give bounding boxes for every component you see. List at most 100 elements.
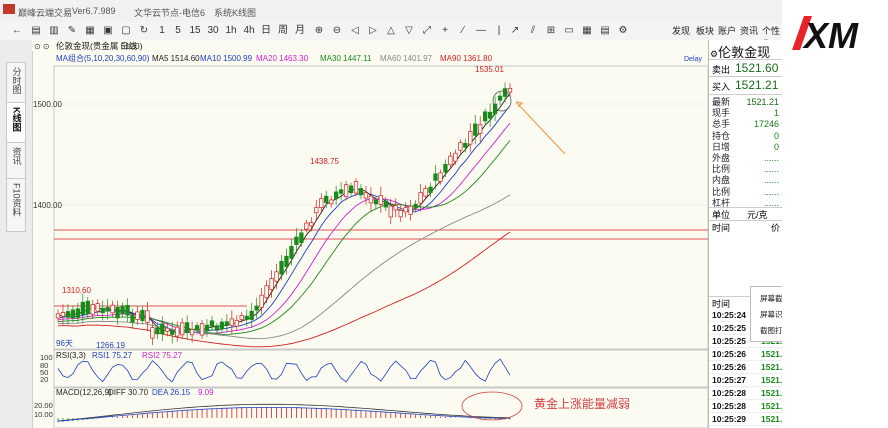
candle-body	[309, 222, 314, 227]
quote-panel: ⚙伦敦金现 卖出 1521.60 买入 1521.21 最新 1521.21 现手 1…	[708, 40, 782, 428]
zoom-out-icon[interactable]: ⊖	[332, 25, 342, 36]
full-screen-icon[interactable]: ⤢	[423, 25, 431, 36]
candle-body	[408, 205, 413, 215]
price-panel-frame	[53, 65, 708, 350]
tab-news[interactable]: 资讯	[6, 142, 26, 182]
horizontal-line-icon[interactable]: —	[476, 25, 486, 36]
sell-row[interactable]: 卖出 1521.60	[709, 59, 782, 77]
rsi2-value: RSI2 75.27	[142, 351, 183, 360]
quote-stat-row: 外盘......	[712, 152, 782, 164]
context-menu[interactable]: 屏幕截 屏幕识 截图打	[750, 286, 782, 342]
kline-chart-svg[interactable]: ⊙ ⊙ 伦敦金现(贵金属 5120) 日线 MA组合(5,10,20,30,60…	[32, 40, 708, 428]
candle-body	[353, 181, 359, 194]
vertical-line-icon[interactable]: |	[497, 25, 501, 36]
tick-time: 10:25:25	[712, 323, 747, 333]
menu-screenshot-print[interactable]: 截图打	[760, 326, 782, 335]
candle-body	[478, 124, 483, 134]
tick-price: 1521.	[761, 362, 782, 372]
cross-icon[interactable]: +	[442, 25, 448, 36]
quote-stat-row: 比例......	[712, 163, 782, 175]
menu-screenshot[interactable]: 屏幕截	[760, 294, 782, 303]
chart-settings-icon[interactable]: ⊙ ⊙	[34, 42, 50, 51]
ray-icon[interactable]: ↗	[510, 25, 520, 36]
candle-body	[373, 199, 379, 205]
window-icon[interactable]: ▢	[121, 25, 131, 36]
tick-row[interactable]: 10:25:26 1521.	[709, 348, 782, 361]
price-label-1400: 1400.00	[33, 201, 62, 210]
candle-body	[254, 305, 259, 311]
period-15[interactable]: 15	[189, 25, 201, 36]
tick-row[interactable]: 10:25:29 1521.	[709, 413, 782, 426]
channel-icon[interactable]: ⫽	[530, 25, 536, 36]
macd-tick-20: 20.00	[34, 401, 53, 410]
candle-body	[463, 143, 468, 148]
quote-stat-value: ......	[763, 186, 779, 197]
candle-body	[433, 173, 438, 181]
quote-stat-value: 1	[773, 108, 779, 119]
period-5[interactable]: 5	[175, 25, 181, 36]
back-arrow-icon[interactable]: ←	[12, 25, 22, 36]
period-1h[interactable]: 1h	[225, 25, 237, 36]
grid-icon[interactable]: ▦	[85, 25, 95, 36]
tick-row[interactable]: 10:25:28 1521.	[709, 400, 782, 413]
save-icon[interactable]: ▣	[103, 25, 113, 36]
buy-row[interactable]: 买入 1521.21	[709, 76, 782, 95]
tick-row[interactable]: 10:25:26 1521.	[709, 361, 782, 374]
period-1[interactable]: 1	[159, 25, 165, 36]
quote-stat-row: 持仓 0	[712, 130, 782, 142]
period-30[interactable]: 30	[207, 25, 219, 36]
quote-stat-value: ......	[763, 164, 779, 175]
callout-arrow-up	[515, 101, 566, 155]
candle-body	[299, 232, 304, 243]
chart-type-icon[interactable]: ▥	[49, 25, 59, 36]
arrow-down-icon[interactable]: ▽	[405, 25, 413, 36]
table-icon[interactable]: ▦	[582, 25, 592, 36]
candle-body	[90, 304, 95, 315]
period-day[interactable]: 日	[261, 25, 271, 36]
candle-body	[274, 271, 279, 282]
candle-body	[170, 330, 175, 335]
arrow-left-icon[interactable]: ◁	[351, 25, 359, 36]
candle-body	[314, 207, 319, 214]
tools-icon[interactable]: ✎	[67, 25, 77, 36]
tab-news-label: 资讯	[11, 147, 22, 165]
order-book-icon[interactable]: ▤	[31, 25, 41, 36]
arrow-right-icon[interactable]: ▷	[369, 25, 377, 36]
menu-news[interactable]: 资讯	[740, 26, 759, 36]
arrow-up-icon[interactable]: △	[387, 25, 395, 36]
refresh-icon[interactable]: ↻	[139, 25, 149, 36]
macd-histogram	[57, 407, 511, 423]
app-name: 巅峰云端交易	[18, 8, 73, 18]
menu-screen-recognize[interactable]: 屏幕识	[760, 310, 782, 319]
candle-body	[184, 322, 190, 334]
fibonacci-icon[interactable]: ⊞	[546, 25, 556, 36]
candle-body	[155, 327, 160, 335]
quote-stat-label: 现手	[712, 108, 731, 119]
app-version: Ver6.7.989	[72, 6, 116, 16]
period-week[interactable]: 周	[278, 25, 288, 36]
trendline-icon[interactable]: ⁄	[462, 25, 464, 36]
tick-row[interactable]: 10:25:27 1521.	[709, 374, 782, 387]
menu-discover[interactable]: 发现	[672, 26, 691, 36]
quote-stat-label: 日增	[712, 141, 731, 152]
kline-chart-area[interactable]: ⊙ ⊙ 伦敦金现(贵金属 5120) 日线 MA组合(5,10,20,30,60…	[32, 40, 708, 428]
ma-line-0	[57, 93, 511, 332]
menu-account[interactable]: 账户	[718, 26, 737, 36]
quote-stat-label: 最新	[712, 97, 731, 107]
text-tool-icon[interactable]: ▤	[600, 25, 610, 36]
ma-value-1: MA10 1500.99	[200, 54, 253, 63]
period-4h[interactable]: 4h	[243, 25, 255, 36]
tab-f10[interactable]: F10资料	[6, 178, 26, 232]
settings-icon[interactable]: ⚙	[618, 25, 628, 36]
quote-name-text: 伦敦金现	[718, 45, 771, 60]
candle-body	[403, 207, 408, 213]
tick-row[interactable]: 10:25:28 1521.	[709, 387, 782, 400]
candle-body	[125, 304, 130, 316]
menu-sectors[interactable]: 板块	[696, 26, 715, 36]
xm-logo-red-stripe	[792, 16, 812, 50]
zoom-in-icon[interactable]: ⊕	[314, 25, 324, 36]
tab-f10-label: F10资料	[11, 183, 22, 217]
period-month[interactable]: 月	[295, 25, 305, 36]
rectangle-icon[interactable]: ▭	[564, 25, 574, 36]
ma-group-label[interactable]: MA组合(5,10,20,30,60,90)	[56, 53, 150, 63]
